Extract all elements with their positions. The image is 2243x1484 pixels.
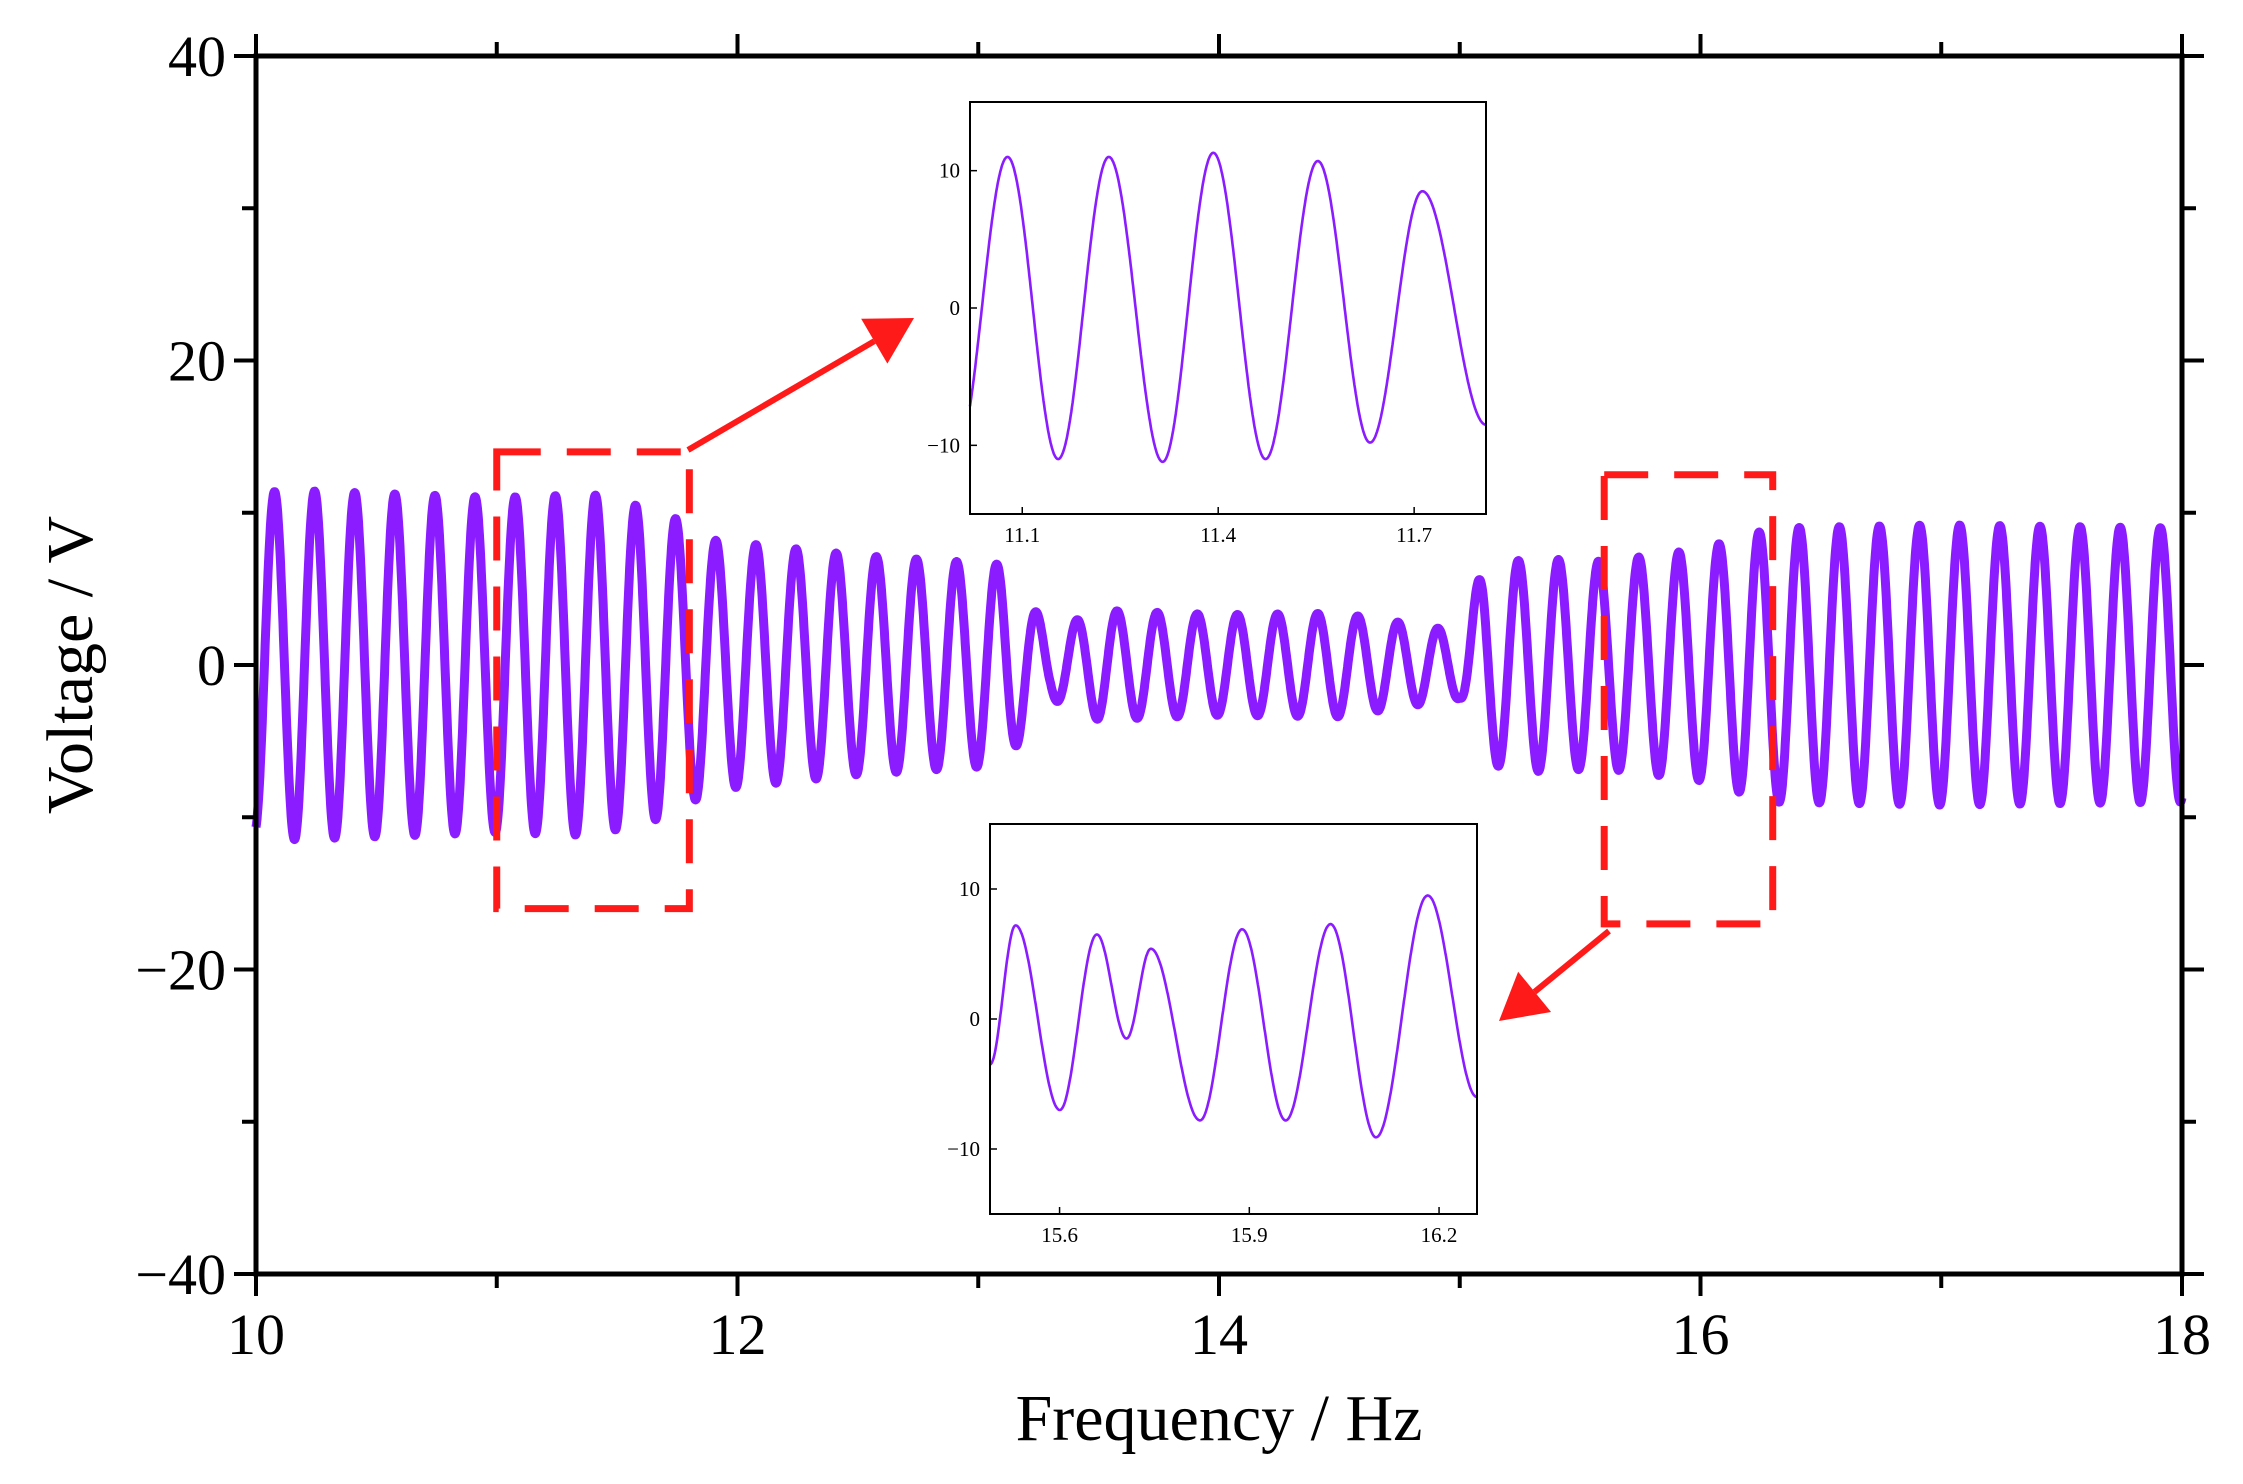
insets: 11.1 11.4 11.7 10 0 −10 15.6 15.9 16.2 10 0 −10 [927, 101, 1487, 1247]
y-tick-label: 0 [197, 633, 226, 698]
y-tick-label: −40 [135, 1242, 226, 1307]
x-tick-label: 16 [1672, 1302, 1730, 1367]
x-tick-label: 12 [709, 1302, 767, 1367]
x-tick-label: 14 [1190, 1302, 1248, 1367]
inset-top-x-tick-label: 11.7 [1396, 523, 1432, 547]
inset-top-x-tick-label: 11.1 [1004, 523, 1040, 547]
inset-top-y-tick-label: 0 [950, 296, 961, 320]
inset-bottom-y-tick-label: −10 [947, 1137, 980, 1161]
arrow-to-top-inset-shaft [686, 338, 876, 453]
main-plot-frame [253, 53, 2185, 1277]
y-tick-label: −20 [135, 938, 226, 1003]
x-tick-label: 18 [2153, 1302, 2211, 1367]
main-series-group [251, 486, 2187, 845]
inset-bottom: 15.6 15.9 16.2 10 0 −10 [947, 823, 1478, 1247]
arrow-to-bottom-inset-shaft [1532, 928, 1611, 995]
inset-bottom-y-tick-label: 10 [959, 877, 980, 901]
y-tick-label: 20 [168, 329, 226, 394]
y-tick-label: 40 [168, 24, 226, 89]
inset-bottom-x-tick-label: 15.6 [1041, 1223, 1078, 1247]
arrow-to-top-inset [686, 318, 914, 453]
highlight-boxes [493, 448, 1777, 928]
left-zoom-region [493, 448, 693, 913]
arrow-to-top-inset-head [861, 318, 914, 364]
x-tick-label: 10 [227, 1302, 285, 1367]
inset-bottom-line [989, 894, 1478, 1139]
main-plot: 10 12 14 16 18 40 20 0 −20 −40 Frequency / Hz Vol… [34, 24, 2211, 1455]
x-axis-label: Frequency / Hz [1016, 1382, 1423, 1455]
inset-top: 11.1 11.4 11.7 10 0 −10 [927, 101, 1487, 547]
voltage-series-line [251, 486, 2187, 845]
inset-top-x-tick-label: 11.4 [1200, 523, 1236, 547]
arrows [686, 318, 1611, 1021]
arrow-to-bottom-inset-head [1499, 971, 1552, 1021]
inset-top-y-tick-label: 10 [939, 159, 960, 183]
inset-top-y-tick-label: −10 [927, 433, 960, 457]
right-zoom-region [1600, 471, 1777, 928]
inset-bottom-y-tick-label: 0 [970, 1007, 981, 1031]
inset-top-background [970, 102, 1486, 514]
main-tick-labels: 10 12 14 16 18 40 20 0 −20 −40 [135, 24, 2211, 1367]
inset-bottom-x-tick-label: 16.2 [1421, 1223, 1458, 1247]
y-axis-label: Voltage / V [34, 516, 107, 814]
inset-bottom-x-tick-label: 15.9 [1231, 1223, 1268, 1247]
inset-bottom-background [990, 824, 1477, 1214]
inset-top-line [968, 151, 1486, 464]
arrow-to-bottom-inset [1499, 928, 1611, 1021]
